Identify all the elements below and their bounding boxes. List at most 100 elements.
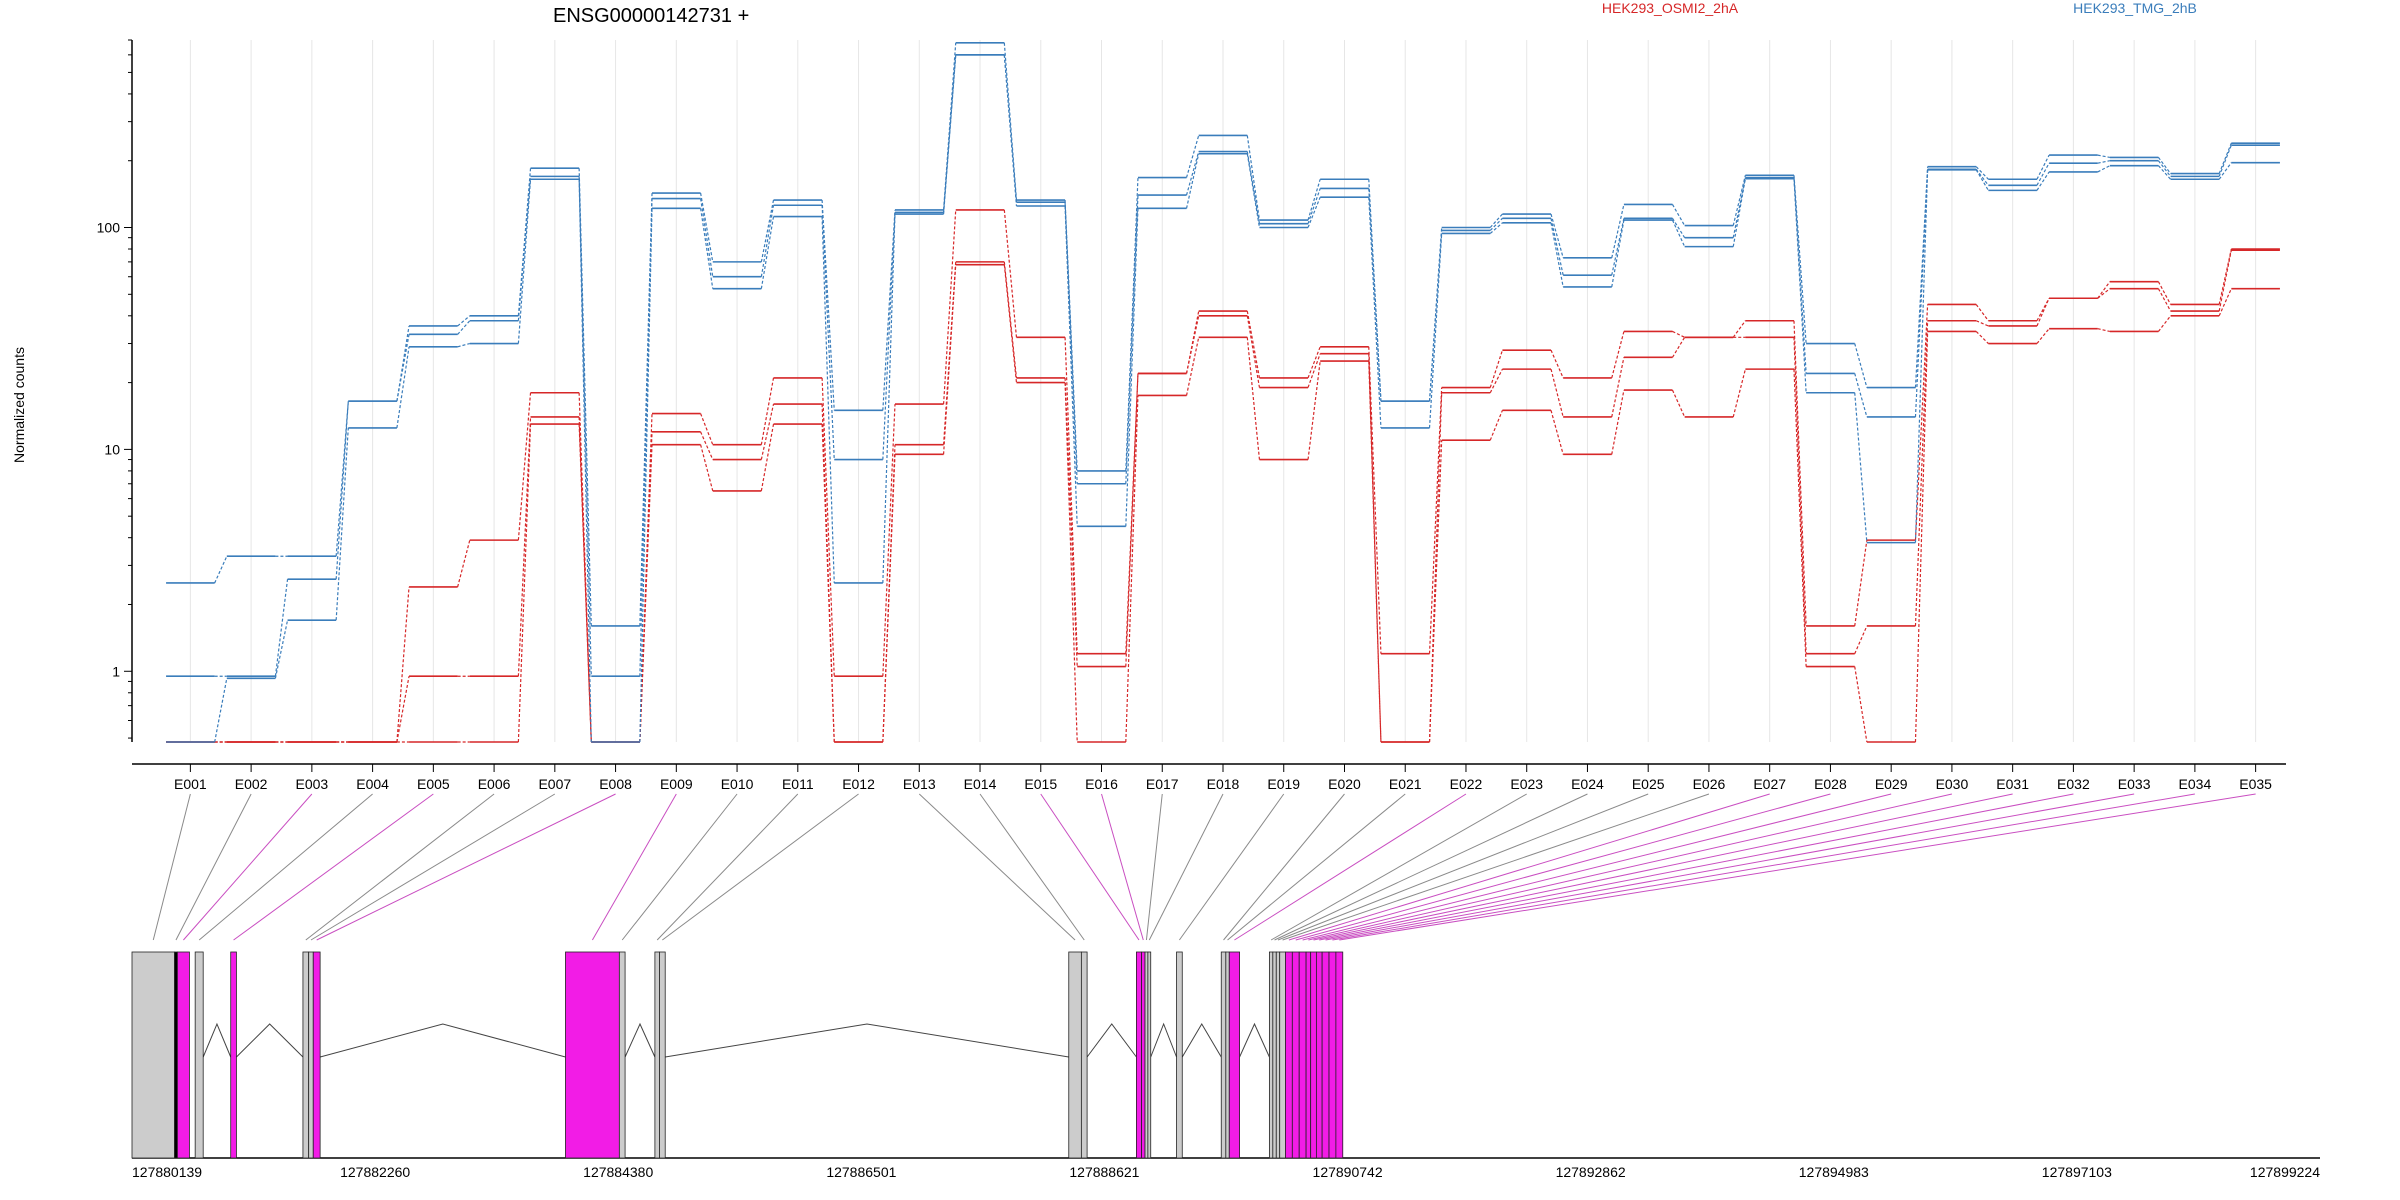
exon-bin-e033 <box>1321 951 1330 1159</box>
value-connector <box>1307 346 1321 379</box>
value-connector <box>1307 196 1321 228</box>
intron-link <box>1150 1022 1177 1058</box>
value-connector <box>1975 304 1989 322</box>
exon-bin-e028 <box>1291 951 1300 1159</box>
connector-e013 <box>918 793 1076 941</box>
connector-e022 <box>1234 793 1467 941</box>
value-connector <box>1064 202 1078 484</box>
exon-bin-e009 <box>565 951 620 1159</box>
y-tick-label: 100 <box>97 220 121 236</box>
value-connector <box>396 676 410 743</box>
intron-link <box>202 1022 232 1058</box>
value-connector <box>2097 328 2110 333</box>
exon-bin-e035 <box>1335 951 1344 1159</box>
connector-e006 <box>305 793 495 941</box>
connector-e025 <box>1277 793 1649 941</box>
x-tick-label-e035: E035 <box>2239 776 2272 792</box>
value-connector <box>2218 288 2232 317</box>
connector-e019 <box>1178 793 1285 941</box>
connector-e011 <box>656 793 799 941</box>
value-connector <box>1246 315 1261 388</box>
value-connector <box>1185 153 1200 209</box>
x-tick-label-e018: E018 <box>1207 776 1240 792</box>
exon-bin-e003 <box>176 951 190 1159</box>
exon-bin-e022 <box>1228 951 1240 1159</box>
value-connector <box>1125 395 1139 743</box>
value-connector <box>1550 222 1564 287</box>
x-tick-label-e021: E021 <box>1389 776 1422 792</box>
value-connector <box>1914 331 1929 743</box>
value-connector <box>1125 373 1139 654</box>
value-connector <box>821 205 835 460</box>
value-connector <box>1246 135 1261 221</box>
value-connector <box>882 214 896 583</box>
value-connector <box>1428 440 1443 743</box>
value-connector <box>214 678 228 743</box>
value-connector <box>1732 177 1746 238</box>
exon-bin-e021 <box>1225 951 1230 1159</box>
exon-bin-e026 <box>1279 951 1286 1159</box>
value-connector <box>396 586 410 743</box>
value-connector <box>1732 320 1746 338</box>
coordinate-label: 127886501 <box>826 1164 896 1180</box>
exon-bin-e011 <box>654 951 660 1159</box>
value-connector <box>700 431 714 460</box>
x-tick-label-e008: E008 <box>599 776 632 792</box>
value-connector <box>2036 162 2050 186</box>
value-connector <box>578 179 592 743</box>
value-connector <box>700 413 714 445</box>
intron-link <box>320 1023 566 1058</box>
connector-e004 <box>198 793 373 941</box>
value-connector <box>335 401 349 557</box>
connector-e017 <box>1145 793 1163 941</box>
value-connector <box>1914 169 1929 543</box>
value-connector <box>1854 540 1868 627</box>
connector-e029 <box>1302 793 1892 941</box>
x-tick-label-e014: E014 <box>964 776 997 792</box>
x-tick-label-e025: E025 <box>1632 776 1665 792</box>
connector-e032 <box>1319 793 2074 941</box>
legend-entry-tmg: HEK293_TMG_2hB <box>2073 0 2197 16</box>
value-connector <box>1368 197 1382 428</box>
value-connector <box>1550 218 1564 276</box>
x-tick-label-e016: E016 <box>1085 776 1118 792</box>
value-connector <box>1854 392 1868 543</box>
value-connector <box>274 579 289 677</box>
value-connector <box>1914 166 1929 388</box>
value-connector <box>396 346 410 428</box>
value-connector <box>1550 368 1564 418</box>
value-connector <box>1672 330 1685 338</box>
value-connector <box>821 424 835 743</box>
coordinate-label: 127892862 <box>1556 1164 1626 1180</box>
x-tick-label-e001: E001 <box>174 776 207 792</box>
value-connector <box>2036 171 2050 191</box>
x-tick-label-e011: E011 <box>782 776 814 792</box>
value-connector <box>882 454 896 743</box>
value-connector <box>760 199 775 262</box>
value-connector <box>2157 160 2172 177</box>
x-tick-label-e006: E006 <box>478 776 511 792</box>
value-connector <box>457 539 471 588</box>
value-connector <box>1003 209 1018 338</box>
value-connector <box>578 168 592 626</box>
value-connector <box>942 264 957 455</box>
value-connector <box>1246 310 1261 379</box>
value-connector <box>1854 343 1868 388</box>
value-connector <box>1550 213 1564 258</box>
value-connector <box>517 179 532 344</box>
value-connector <box>1064 205 1078 527</box>
exon-bin-e017 <box>1144 951 1149 1159</box>
value-connector <box>2157 288 2172 312</box>
value-connector <box>1854 625 1868 654</box>
value-connector <box>1732 368 1746 418</box>
connector-e035 <box>1339 793 2256 941</box>
value-connector <box>1003 42 1018 201</box>
value-connector <box>457 320 471 335</box>
value-connector <box>1793 369 1807 667</box>
x-tick-label-e024: E024 <box>1571 776 1604 792</box>
value-connector <box>1732 178 1746 247</box>
value-connector <box>2097 160 2110 164</box>
x-tick-label-e022: E022 <box>1450 776 1483 792</box>
value-connector <box>882 404 896 677</box>
x-tick-label-e032: E032 <box>2057 776 2090 792</box>
